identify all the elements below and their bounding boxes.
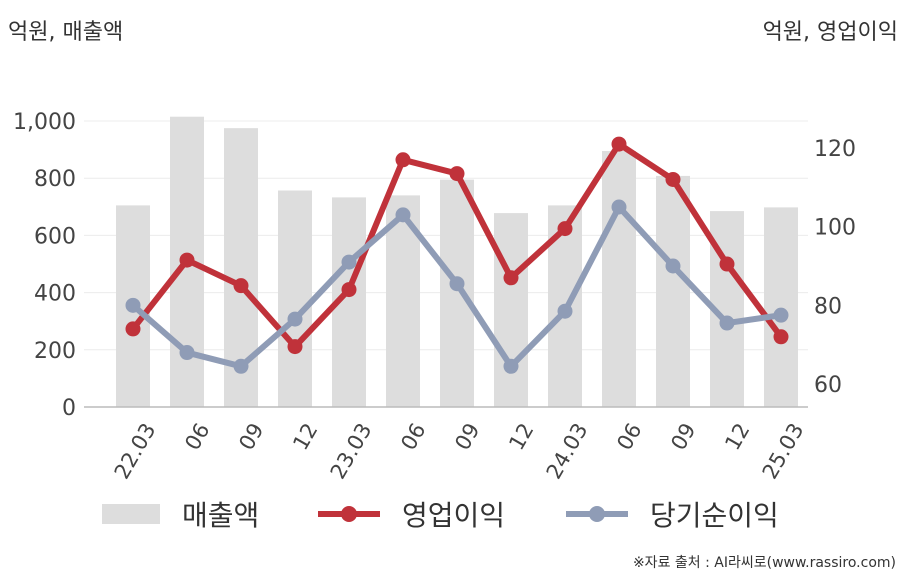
legend-label-net-income: 당기순이익 (650, 499, 779, 532)
net-income-point (233, 358, 249, 374)
y-left-tick-label: 600 (34, 224, 76, 249)
y-right-tick-label: 100 (814, 216, 856, 241)
revenue-bar (494, 213, 528, 407)
operating-profit-point (179, 252, 195, 268)
operating-profit-point (287, 339, 303, 355)
net-income-point (773, 307, 789, 323)
y-left-tick-label: 1,000 (13, 110, 76, 135)
net-income-point (449, 276, 465, 292)
y-left-tick-label: 800 (34, 167, 76, 192)
y-left-tick-label: 200 (34, 339, 76, 364)
x-tick-label: 06 (612, 419, 646, 454)
operating-profit-point (125, 321, 141, 337)
legend-swatch-operating-profit (318, 504, 380, 524)
legend-revenue: 매출액 (102, 492, 259, 536)
net-income-point (665, 258, 681, 274)
legend-swatch-bar (102, 504, 160, 524)
x-tick-label: 12 (288, 419, 322, 454)
revenue-bar (656, 175, 690, 407)
x-tick-label: 09 (450, 419, 484, 454)
source-credit: ※자료 출처 : AI라씨로(www.rassiro.com) (632, 555, 896, 571)
operating-profit-point (557, 221, 573, 237)
net-income-point (179, 345, 195, 361)
x-tick-label: 12 (504, 419, 538, 454)
net-income-point (503, 358, 519, 374)
left-axis-unit-label: 억원, 매출액 (8, 20, 124, 45)
x-tick-label: 09 (666, 419, 700, 454)
x-tick-label: 09 (234, 419, 268, 454)
operating-profit-point (341, 282, 357, 298)
revenue-bar (440, 179, 474, 407)
operating-profit-point (449, 166, 465, 182)
legend-operating-profit: 영업이익 (318, 492, 505, 536)
net-income-point (125, 297, 141, 313)
operating-profit-point (773, 329, 789, 345)
net-income-point (719, 315, 735, 331)
revenue-bar (764, 207, 798, 407)
operating-profit-point (395, 152, 411, 168)
net-income-point (611, 199, 627, 215)
x-tick-label: 22.03 (110, 419, 161, 483)
operating-profit-point (665, 171, 681, 187)
revenue-bar (602, 151, 636, 407)
net-income-point (557, 303, 573, 319)
operating-profit-point (503, 270, 519, 286)
legend-label-revenue: 매출액 (182, 499, 260, 532)
net-income-point (287, 311, 303, 327)
x-tick-label: 23.03 (326, 419, 377, 483)
x-tick-label: 24.03 (542, 419, 593, 483)
profit-lines (125, 136, 789, 374)
y-left-tick-label: 0 (62, 396, 76, 421)
y-right-tick-label: 60 (814, 373, 842, 398)
net-income-point (395, 207, 411, 223)
operating-profit-point (233, 278, 249, 294)
net-income-point (341, 254, 357, 270)
operating-profit-point (611, 136, 627, 152)
x-tick-label: 12 (720, 419, 754, 454)
x-tick-label: 25.03 (758, 419, 809, 483)
legend-swatch-net-income (566, 504, 628, 524)
y-right-tick-label: 120 (814, 137, 856, 162)
operating-profit-point (719, 256, 735, 272)
y-right-tick-label: 80 (814, 294, 842, 319)
x-tick-label: 06 (396, 419, 430, 454)
legend-net-income: 당기순이익 (566, 492, 779, 536)
legend-label-operating-profit: 영업이익 (402, 499, 506, 532)
y-left-tick-label: 400 (34, 282, 76, 307)
right-axis-unit-label: 억원, 영업이익 (762, 20, 898, 45)
revenue-bar (278, 190, 312, 407)
x-tick-label: 06 (180, 419, 214, 454)
